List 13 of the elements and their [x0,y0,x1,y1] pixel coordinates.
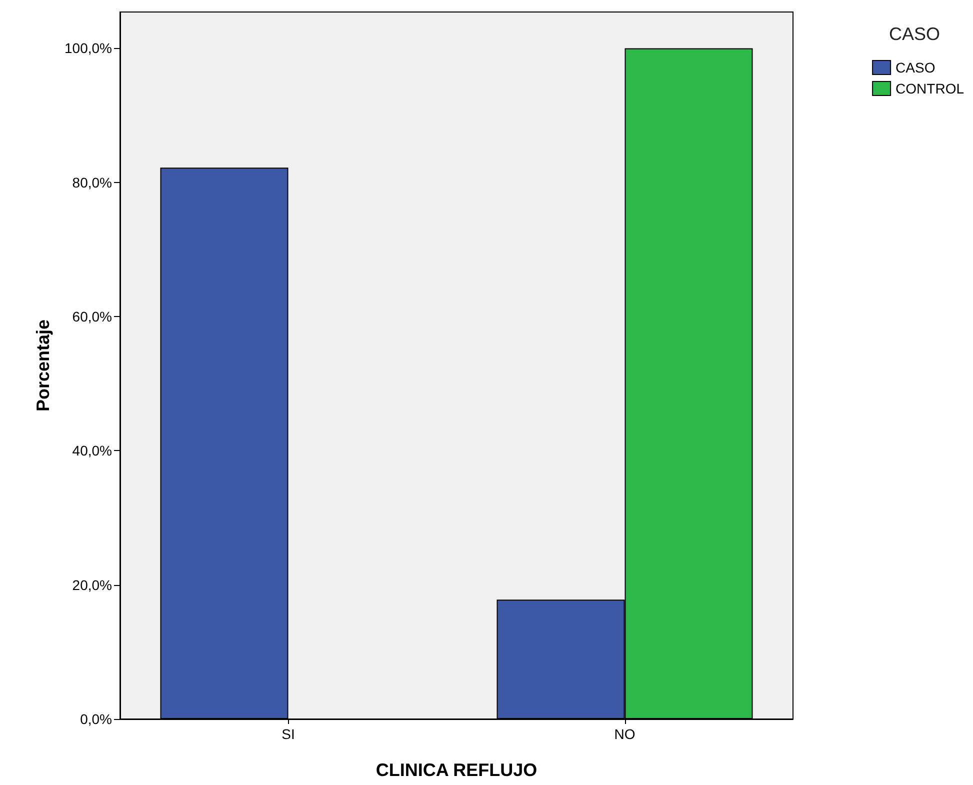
y-tick-label: 60,0% [72,308,112,325]
y-tick-label: 100,0% [64,40,112,56]
x-tick-label: NO [614,726,636,742]
legend-label: CASO [896,60,936,76]
y-tick-label: 40,0% [72,442,112,459]
x-axis-title: CLINICA REFLUJO [376,760,538,780]
x-tick-label: SI [282,726,295,742]
y-tick-label: 20,0% [72,576,112,593]
legend-title: CASO [888,24,940,44]
y-tick-label: 80,0% [72,174,112,190]
legend-label: CONTROL [896,80,964,96]
y-tick-label: 0,0% [80,711,112,727]
y-axis-title: Porcentaje [33,319,53,412]
